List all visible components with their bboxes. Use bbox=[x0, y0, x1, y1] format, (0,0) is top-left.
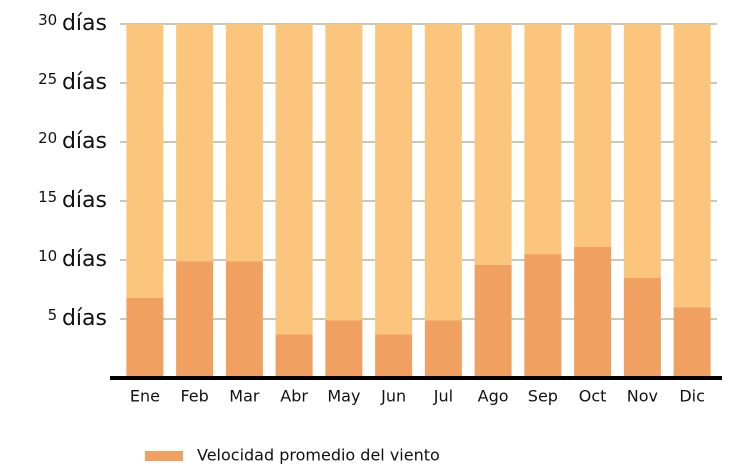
x-tick-label: May bbox=[327, 387, 360, 406]
bar-segment bbox=[275, 334, 313, 378]
x-tick-label: Sep bbox=[528, 387, 558, 406]
y-tick-unit: días bbox=[62, 129, 107, 154]
x-tick-label: Ene bbox=[130, 387, 160, 406]
bar-segment bbox=[623, 24, 661, 278]
y-tick-number: 15 bbox=[38, 188, 62, 206]
y-tick-number: 30 bbox=[38, 11, 62, 29]
bar-segment bbox=[225, 261, 263, 378]
bar-segment bbox=[424, 24, 462, 321]
bar-segment bbox=[424, 320, 462, 378]
y-tick-label: 25 días bbox=[38, 70, 107, 96]
y-tick-number: 5 bbox=[48, 306, 62, 324]
x-tick-label: Jun bbox=[380, 387, 406, 406]
y-tick-unit: días bbox=[62, 247, 107, 272]
y-tick-label: 30 días bbox=[38, 11, 107, 37]
bar-segment bbox=[474, 24, 512, 265]
y-tick-label: 10 días bbox=[38, 247, 107, 273]
bar-segment bbox=[126, 297, 164, 378]
bar-segment bbox=[474, 264, 512, 378]
x-tick-label: Nov bbox=[627, 387, 658, 406]
y-tick-unit: días bbox=[62, 11, 107, 36]
bar-segment bbox=[574, 24, 612, 248]
y-tick-label: 5 días bbox=[48, 306, 107, 332]
bar-segment bbox=[126, 24, 164, 298]
y-tick-label: 20 días bbox=[38, 129, 107, 155]
y-tick-unit: días bbox=[62, 188, 107, 213]
bar-segment bbox=[524, 24, 562, 255]
x-tick-label: Oct bbox=[579, 387, 607, 406]
bar-segment bbox=[375, 334, 413, 378]
x-tick-label: Ago bbox=[478, 387, 509, 406]
x-tick-label: Jul bbox=[433, 387, 453, 406]
y-tick-number: 20 bbox=[38, 129, 62, 147]
bar-segment bbox=[524, 254, 562, 378]
bar-segment bbox=[176, 24, 214, 262]
bar-segment bbox=[325, 24, 363, 321]
bar-segment bbox=[325, 320, 363, 378]
legend-label: Velocidad promedio del viento bbox=[197, 446, 440, 465]
x-tick-label: Feb bbox=[180, 387, 208, 406]
bar-segment bbox=[375, 24, 413, 335]
y-tick-unit: días bbox=[62, 306, 107, 331]
x-tick-label: Mar bbox=[229, 387, 260, 406]
x-tick-label: Abr bbox=[280, 387, 308, 406]
y-tick-number: 25 bbox=[38, 70, 62, 88]
bar-segment bbox=[225, 24, 263, 262]
y-tick-label: 15 días bbox=[38, 188, 107, 214]
bar-segment bbox=[673, 24, 711, 308]
legend-swatch bbox=[145, 451, 183, 461]
bar-segment bbox=[623, 277, 661, 378]
x-tick-label: Dic bbox=[679, 387, 705, 406]
bar-segment bbox=[673, 307, 711, 378]
bar-segment bbox=[574, 247, 612, 378]
bar-segment bbox=[275, 24, 313, 335]
y-tick-unit: días bbox=[62, 70, 107, 95]
y-tick-number: 10 bbox=[38, 247, 62, 265]
bar-segment bbox=[176, 261, 214, 378]
